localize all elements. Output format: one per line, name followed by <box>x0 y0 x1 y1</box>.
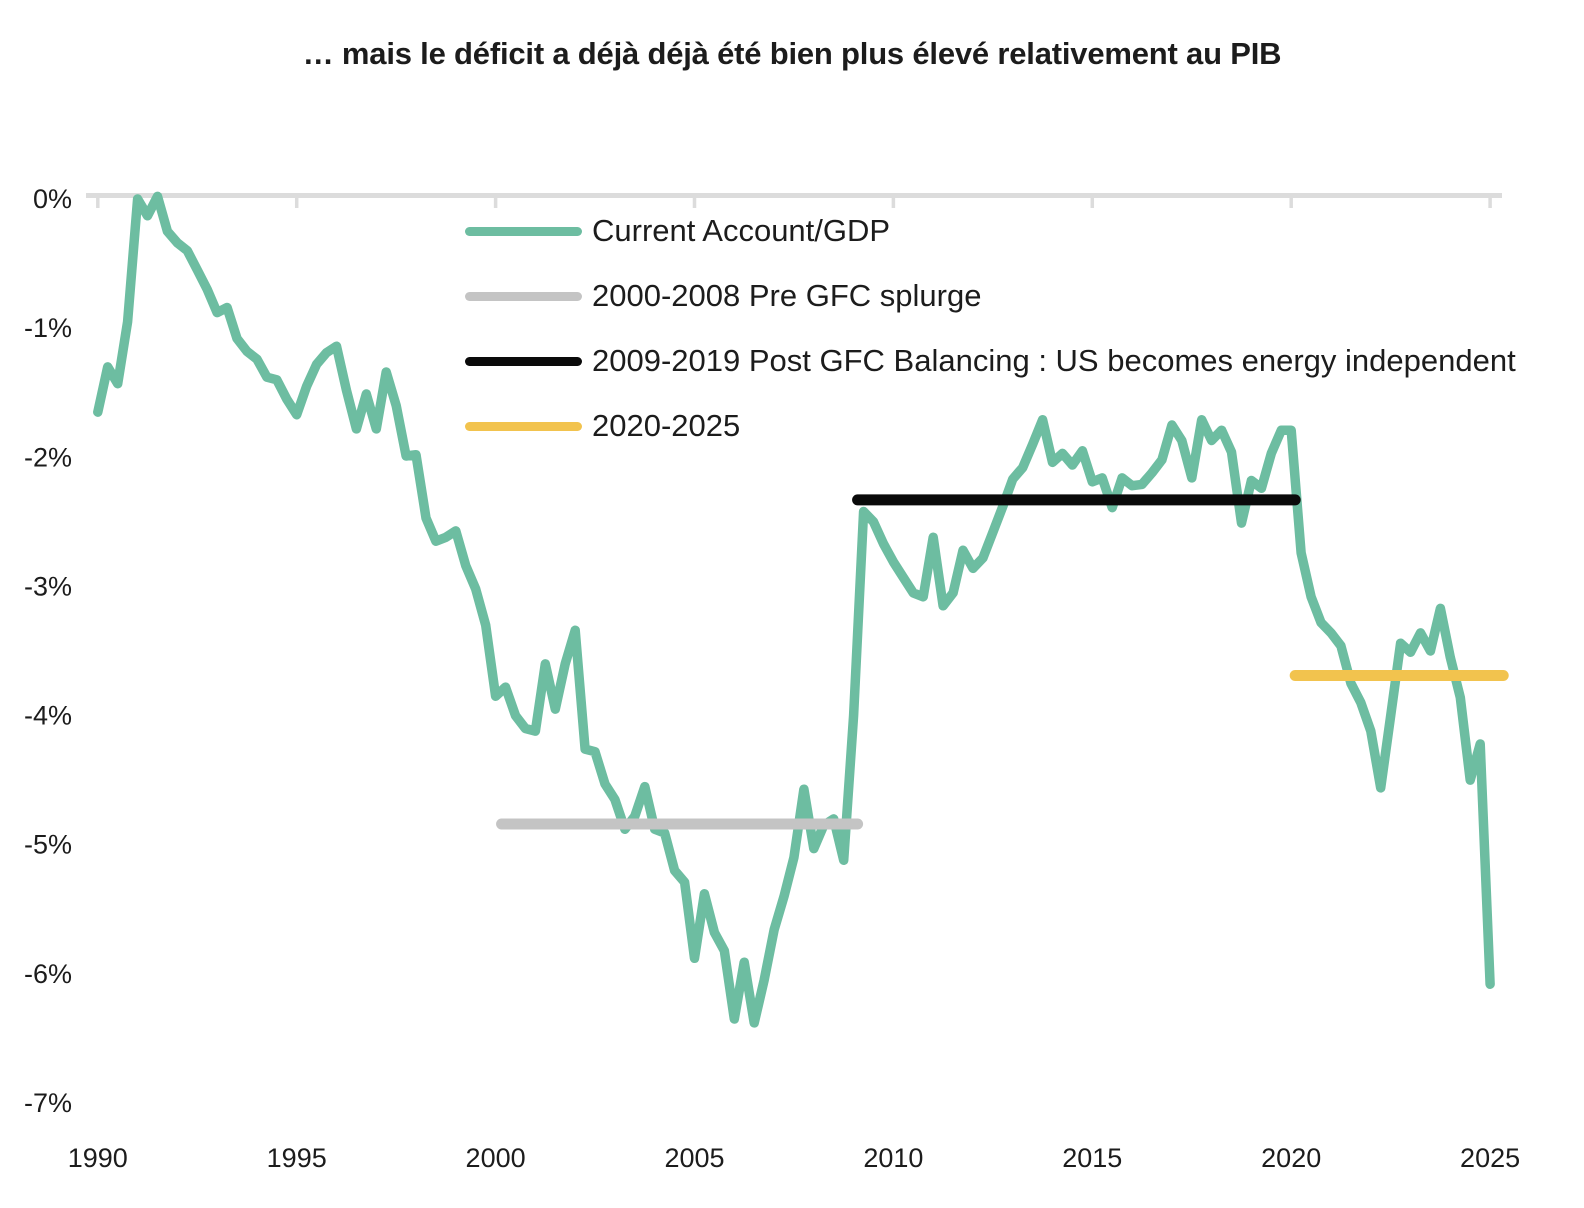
x-tick-label: 2025 <box>1460 1143 1520 1173</box>
x-tick-label: 2015 <box>1062 1143 1122 1173</box>
y-tick-label: -3% <box>24 571 72 601</box>
y-tick-label: -1% <box>24 313 72 343</box>
legend-item-current-account: Current Account/GDP <box>465 213 890 249</box>
y-tick-label: -5% <box>24 830 72 860</box>
legend-item-post-gfc: 2009-2019 Post GFC Balancing : US become… <box>465 343 1516 379</box>
y-tick-label: -4% <box>24 701 72 731</box>
legend-item-pre-gfc: 2000-2008 Pre GFC splurge <box>465 278 981 314</box>
x-tick-label: 2010 <box>863 1143 923 1173</box>
y-tick-label: -7% <box>24 1088 72 1118</box>
y-tick-label: 0% <box>33 184 72 214</box>
legend-swatch-current-account <box>465 226 582 236</box>
legend-label: 2009-2019 Post GFC Balancing : US become… <box>592 343 1516 378</box>
legend-label: Current Account/GDP <box>592 213 891 248</box>
x-tick-label: 2000 <box>466 1143 526 1173</box>
x-tick-label: 1995 <box>267 1143 327 1173</box>
legend-item-2020-2025: 2020-2025 <box>465 408 740 444</box>
chart-title: … mais le déficit a déjà déjà été bien p… <box>302 36 1282 71</box>
y-tick-label: -2% <box>24 442 72 472</box>
legend-swatch-post-gfc <box>465 356 582 366</box>
x-tick-label: 1990 <box>68 1143 128 1173</box>
legend-label: 2020-2025 <box>592 408 741 443</box>
current-account-line <box>93 191 1495 1028</box>
x-tick-label: 2005 <box>664 1143 724 1173</box>
y-tick-label: -6% <box>24 959 72 989</box>
x-tick-label: 2020 <box>1261 1143 1321 1173</box>
legend-swatch-pre-gfc <box>465 291 582 301</box>
legend-label: 2000-2008 Pre GFC splurge <box>592 278 982 313</box>
legend-swatch-2020-2025 <box>465 421 582 431</box>
